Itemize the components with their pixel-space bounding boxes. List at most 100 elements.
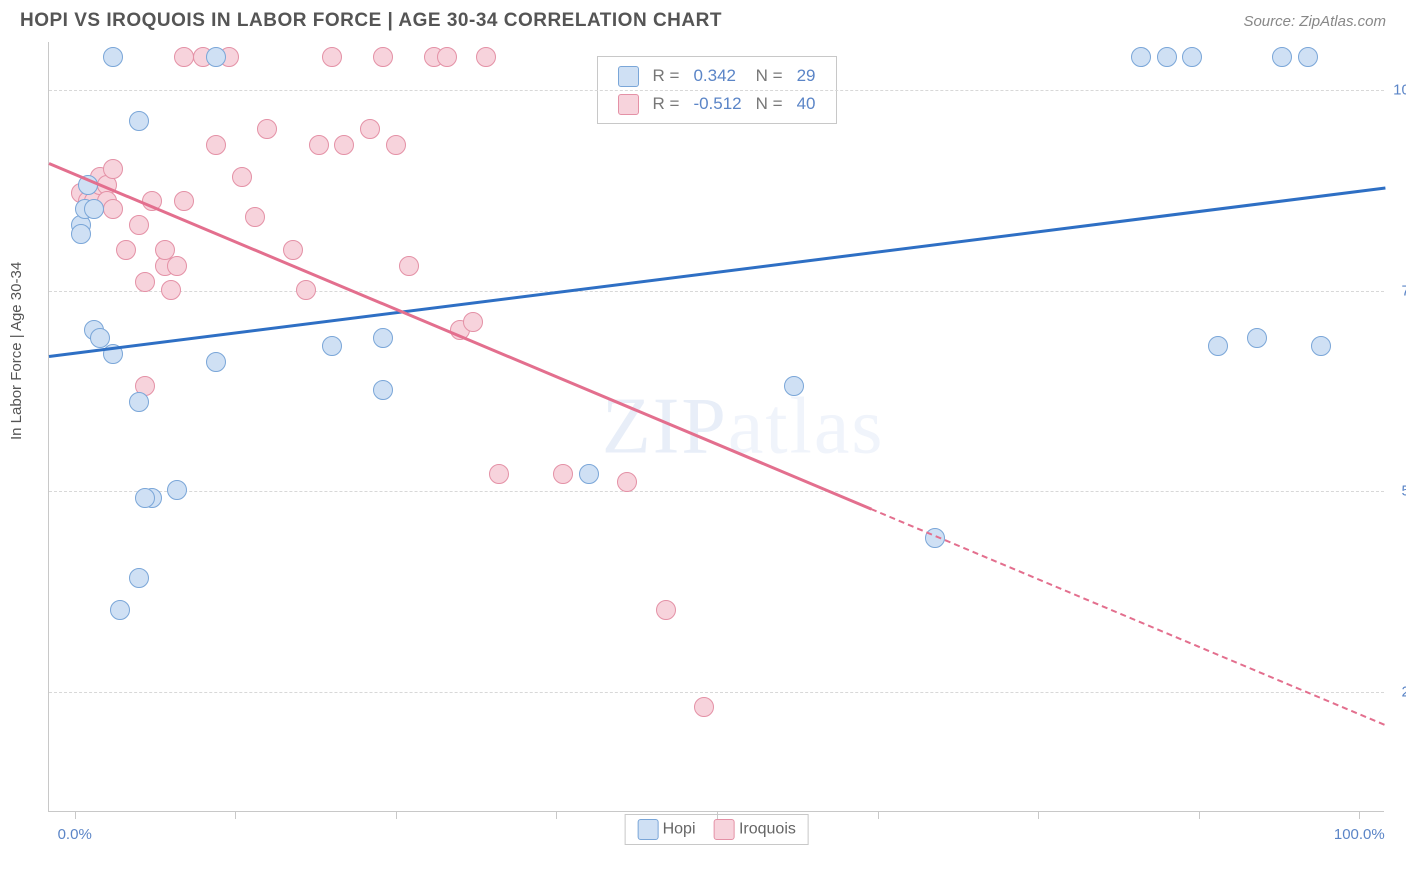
data-point: [925, 528, 945, 548]
data-point: [206, 47, 226, 67]
data-point: [129, 568, 149, 588]
data-point: [84, 199, 104, 219]
data-point: [161, 280, 181, 300]
data-point: [656, 600, 676, 620]
legend-swatch: [637, 819, 658, 840]
r-value: -0.512: [687, 91, 747, 117]
x-tick: [396, 811, 397, 819]
data-point: [694, 697, 714, 717]
data-point: [78, 175, 98, 195]
data-point: [617, 472, 637, 492]
y-tick-label: 25.0%: [1401, 683, 1406, 700]
data-point: [232, 167, 252, 187]
data-point: [579, 464, 599, 484]
data-point: [784, 376, 804, 396]
r-label: R =: [647, 91, 686, 117]
data-point: [174, 191, 194, 211]
data-point: [553, 464, 573, 484]
legend-item: Hopi: [637, 819, 695, 840]
data-point: [1208, 336, 1228, 356]
gridline: [49, 90, 1384, 91]
x-tick-label: 0.0%: [58, 826, 92, 843]
y-tick-label: 75.0%: [1401, 282, 1406, 299]
data-point: [334, 135, 354, 155]
data-point: [116, 240, 136, 260]
data-point: [71, 224, 91, 244]
x-tick: [1038, 811, 1039, 819]
header: HOPI VS IROQUOIS IN LABOR FORCE | AGE 30…: [0, 0, 1406, 38]
legend-item: Iroquois: [713, 819, 795, 840]
x-tick: [878, 811, 879, 819]
data-point: [360, 119, 380, 139]
data-point: [1157, 47, 1177, 67]
n-label: N =: [750, 91, 789, 117]
legend-label: Hopi: [663, 821, 696, 838]
gridline: [49, 491, 1384, 492]
x-tick: [1359, 811, 1360, 819]
data-point: [103, 199, 123, 219]
legend-swatch: [713, 819, 734, 840]
data-point: [489, 464, 509, 484]
data-point: [135, 488, 155, 508]
watermark-light: atlas: [728, 382, 885, 470]
data-point: [1247, 328, 1267, 348]
source-attribution: Source: ZipAtlas.com: [1243, 13, 1386, 30]
correlation-legend-row: R =0.342N =29: [612, 63, 822, 89]
watermark-bold: ZIP: [602, 382, 728, 470]
data-point: [129, 215, 149, 235]
data-point: [174, 47, 194, 67]
x-tick: [717, 811, 718, 819]
data-point: [245, 207, 265, 227]
data-point: [373, 328, 393, 348]
data-point: [167, 480, 187, 500]
data-point: [206, 135, 226, 155]
n-label: N =: [750, 63, 789, 89]
data-point: [399, 256, 419, 276]
trend-line: [871, 508, 1386, 726]
x-tick-label: 100.0%: [1334, 826, 1385, 843]
data-point: [103, 47, 123, 67]
watermark: ZIPatlas: [602, 381, 885, 472]
correlation-legend-row: R =-0.512N =40: [612, 91, 822, 117]
chart-plot-area: ZIPatlas R =0.342N =29R =-0.512N =40 Hop…: [48, 42, 1384, 812]
data-point: [257, 119, 277, 139]
data-point: [463, 312, 483, 332]
data-point: [373, 380, 393, 400]
data-point: [206, 352, 226, 372]
x-tick: [235, 811, 236, 819]
y-tick-label: 100.0%: [1393, 82, 1406, 99]
data-point: [322, 47, 342, 67]
legend-swatch: [618, 94, 639, 115]
r-value: 0.342: [687, 63, 747, 89]
data-point: [437, 47, 457, 67]
r-label: R =: [647, 63, 686, 89]
legend-swatch: [618, 66, 639, 87]
data-point: [129, 392, 149, 412]
x-tick: [556, 811, 557, 819]
n-value: 29: [791, 63, 822, 89]
data-point: [103, 344, 123, 364]
data-point: [386, 135, 406, 155]
data-point: [167, 256, 187, 276]
data-point: [373, 47, 393, 67]
legend-label: Iroquois: [739, 821, 796, 838]
data-point: [476, 47, 496, 67]
data-point: [322, 336, 342, 356]
data-point: [1131, 47, 1151, 67]
gridline: [49, 291, 1384, 292]
data-point: [1182, 47, 1202, 67]
y-axis-label: In Labor Force | Age 30-34: [8, 262, 25, 440]
data-point: [103, 159, 123, 179]
gridline: [49, 692, 1384, 693]
data-point: [1272, 47, 1292, 67]
x-tick: [1199, 811, 1200, 819]
data-point: [129, 111, 149, 131]
data-point: [309, 135, 329, 155]
data-point: [142, 191, 162, 211]
data-point: [110, 600, 130, 620]
chart-title: HOPI VS IROQUOIS IN LABOR FORCE | AGE 30…: [20, 10, 722, 32]
y-tick-label: 50.0%: [1401, 483, 1406, 500]
data-point: [296, 280, 316, 300]
x-tick: [75, 811, 76, 819]
n-value: 40: [791, 91, 822, 117]
